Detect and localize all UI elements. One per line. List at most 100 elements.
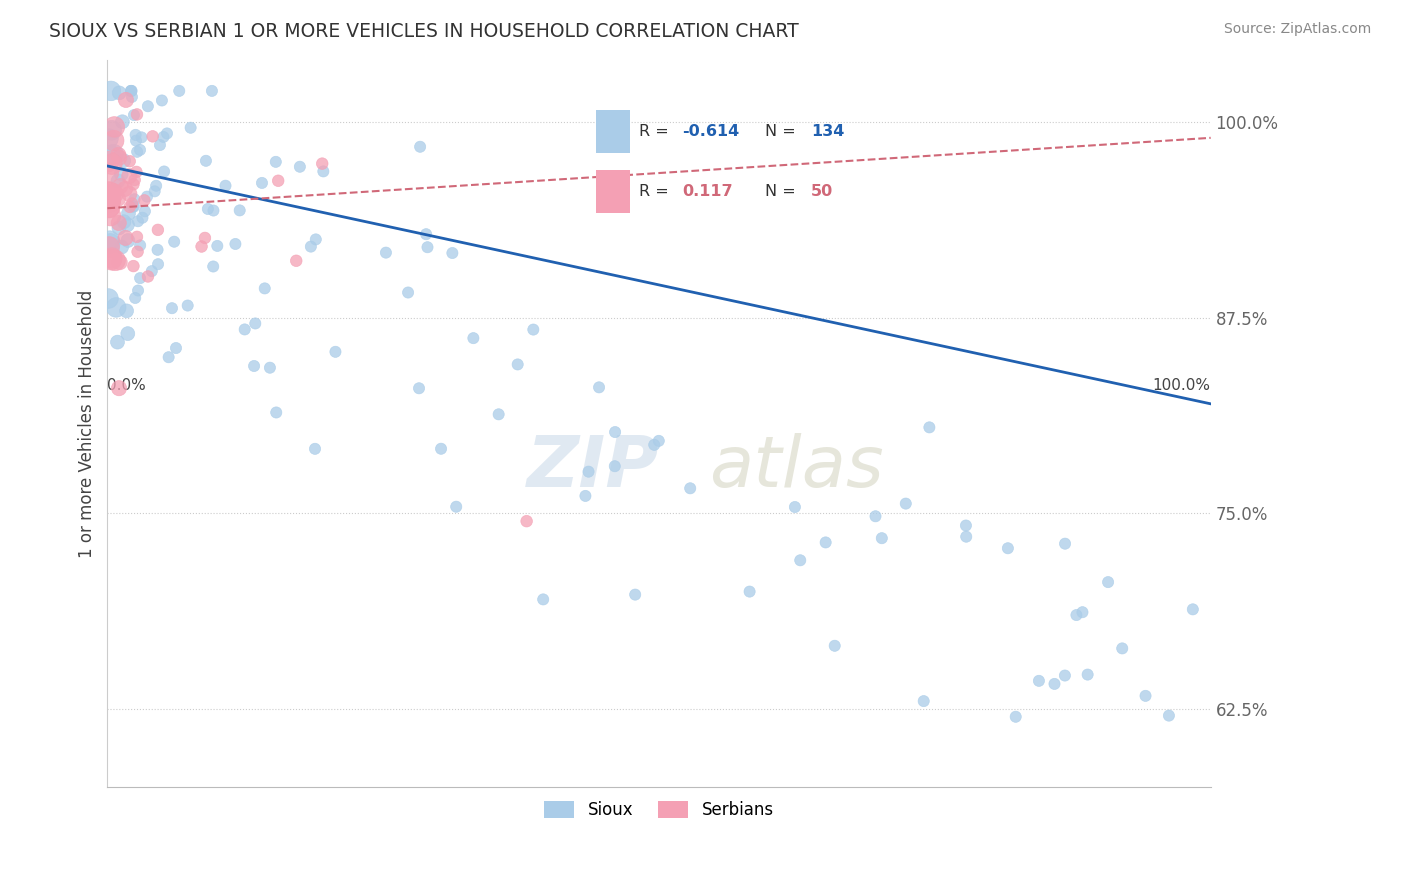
Point	[111, 240, 134, 254]
Point	[233, 322, 256, 336]
Point	[814, 535, 837, 549]
Point	[214, 178, 236, 193]
Point	[167, 84, 190, 98]
Point	[163, 235, 186, 249]
Point	[202, 203, 225, 218]
Point	[97, 154, 120, 169]
Point	[115, 93, 138, 107]
Point	[288, 160, 311, 174]
Point	[121, 90, 143, 104]
Point	[1181, 602, 1204, 616]
Point	[153, 164, 176, 178]
Point	[955, 518, 977, 533]
Point	[98, 234, 121, 248]
Point	[98, 194, 121, 208]
Point	[97, 188, 120, 202]
Point	[100, 186, 122, 200]
Point	[643, 438, 665, 452]
Point	[112, 215, 135, 229]
Y-axis label: 1 or more Vehicles in Household: 1 or more Vehicles in Household	[79, 289, 96, 558]
Point	[157, 350, 180, 364]
Point	[264, 405, 287, 419]
Point	[1043, 677, 1066, 691]
Point	[1111, 641, 1133, 656]
Point	[129, 271, 152, 285]
Point	[125, 134, 148, 148]
Point	[516, 514, 538, 528]
Point	[125, 165, 148, 179]
Point	[285, 253, 308, 268]
Point	[409, 140, 432, 154]
Point	[136, 99, 159, 113]
Point	[738, 584, 761, 599]
Point	[129, 143, 152, 157]
Point	[100, 252, 122, 267]
Point	[603, 459, 626, 474]
Point	[118, 154, 141, 169]
Point	[955, 530, 977, 544]
Point	[121, 200, 143, 214]
Text: Source: ZipAtlas.com: Source: ZipAtlas.com	[1223, 22, 1371, 37]
Point	[131, 130, 153, 145]
Point	[107, 216, 129, 230]
Point	[1028, 673, 1050, 688]
Point	[201, 84, 224, 98]
Text: 0.0%: 0.0%	[107, 377, 146, 392]
Point	[176, 299, 198, 313]
Point	[98, 201, 121, 215]
Point	[101, 157, 124, 171]
Point	[865, 509, 887, 524]
Point	[104, 253, 127, 268]
Point	[125, 107, 148, 121]
Point	[259, 360, 281, 375]
Point	[224, 237, 246, 252]
Point	[127, 284, 149, 298]
Text: ZIP: ZIP	[527, 433, 659, 501]
Point	[117, 234, 139, 248]
Point	[506, 358, 529, 372]
Point	[1071, 605, 1094, 619]
Point	[997, 541, 1019, 556]
Point	[115, 303, 138, 318]
Text: 100.0%: 100.0%	[1153, 377, 1211, 392]
Point	[415, 227, 437, 242]
Point	[522, 322, 544, 336]
Point	[531, 592, 554, 607]
Point	[679, 481, 702, 495]
Point	[117, 218, 139, 232]
Point	[374, 245, 396, 260]
Point	[783, 500, 806, 514]
Point	[114, 182, 136, 196]
Point	[103, 134, 125, 148]
Point	[1135, 689, 1157, 703]
Point	[108, 221, 131, 235]
Point	[117, 326, 139, 341]
Point	[112, 153, 135, 168]
Point	[110, 167, 132, 181]
Point	[311, 156, 333, 170]
Point	[228, 203, 250, 218]
Point	[121, 196, 143, 211]
Text: SIOUX VS SERBIAN 1 OR MORE VEHICLES IN HOUSEHOLD CORRELATION CHART: SIOUX VS SERBIAN 1 OR MORE VEHICLES IN H…	[49, 22, 799, 41]
Point	[100, 236, 122, 251]
Point	[243, 359, 266, 373]
Point	[111, 114, 134, 128]
Point	[146, 223, 169, 237]
Text: atlas: atlas	[709, 433, 883, 501]
Point	[190, 239, 212, 253]
Point	[194, 231, 217, 245]
Point	[134, 204, 156, 219]
Point	[103, 120, 125, 134]
Point	[441, 246, 464, 260]
Point	[118, 169, 141, 183]
Point	[107, 192, 129, 206]
Point	[1157, 708, 1180, 723]
Point	[97, 292, 120, 306]
Point	[207, 239, 229, 253]
Point	[122, 178, 145, 192]
Point	[103, 147, 125, 161]
Point	[789, 553, 811, 567]
Point	[160, 301, 183, 316]
Point	[165, 341, 187, 355]
Point	[120, 84, 142, 98]
